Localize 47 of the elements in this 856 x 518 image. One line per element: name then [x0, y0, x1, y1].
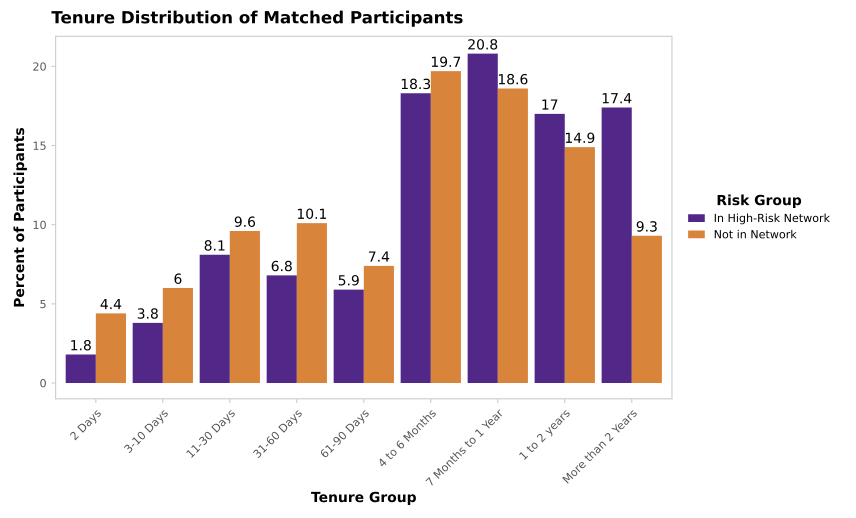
legend-label: In High-Risk Network [714, 214, 830, 224]
data-label: 20.8 [468, 39, 498, 50]
bar [96, 313, 126, 384]
bar [162, 288, 193, 384]
data-label: 6.8 [272, 260, 292, 272]
data-label: 9.3 [636, 221, 657, 232]
y-tick-label: 10 [34, 220, 46, 230]
data-label: 9.6 [234, 216, 256, 227]
data-label: 17.4 [602, 93, 632, 104]
bar [534, 114, 565, 384]
legend-label: Not in Network [714, 230, 797, 238]
bar [602, 108, 632, 384]
data-label: 3.8 [138, 308, 158, 319]
y-tick-label: 0 [40, 379, 46, 388]
data-label: 7.4 [368, 251, 390, 262]
bar [296, 223, 327, 384]
chart-title: Tenure Distribution of Matched Participants [51, 10, 463, 27]
y-tick-label: 20 [33, 62, 46, 71]
bar [230, 231, 260, 384]
bar [334, 290, 364, 384]
bar [498, 88, 528, 384]
legend-title: Risk Group [718, 194, 802, 208]
data-label: 14.9 [566, 132, 594, 144]
data-label: 8.1 [204, 240, 225, 251]
bar [564, 147, 595, 384]
data-label: 5.9 [338, 275, 359, 286]
bar [266, 275, 297, 384]
y-axis-title: Percent of Participants [13, 128, 27, 306]
y-tick-label: 5 [40, 300, 46, 308]
data-label: 6 [174, 273, 182, 284]
bar [66, 354, 96, 384]
data-label: 19.7 [432, 56, 460, 68]
data-label: 4.4 [100, 298, 122, 310]
bar [200, 254, 230, 384]
bar [364, 266, 394, 384]
bar [132, 322, 163, 384]
x-axis-title: Tenure Group [311, 492, 416, 505]
bar [430, 71, 461, 384]
data-label: 10.1 [298, 208, 326, 220]
bar [400, 93, 431, 384]
data-label: 18.6 [498, 74, 528, 84]
data-label: 18.3 [402, 78, 430, 90]
data-label: 17 [542, 99, 558, 110]
bar [632, 236, 662, 384]
bar [468, 54, 498, 384]
y-tick-label: 15 [34, 142, 46, 150]
data-label: 1.8 [71, 340, 91, 350]
